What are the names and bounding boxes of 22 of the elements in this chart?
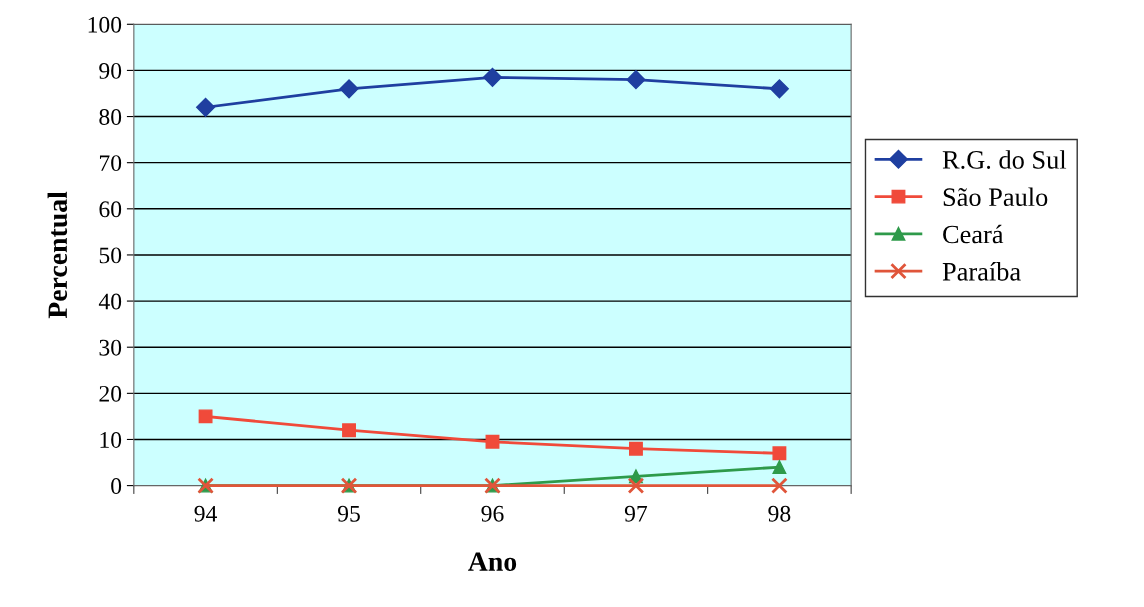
legend-label: Paraíba — [942, 262, 1021, 281]
y-tick-label: 80 — [99, 109, 122, 125]
y-tick-label: 60 — [99, 201, 122, 218]
y-tick-label: 100 — [88, 16, 122, 33]
legend-label: São Paulo — [943, 187, 1048, 207]
legend-label: R.G. do Sul — [942, 150, 1067, 169]
y-tick-label: 40 — [98, 293, 122, 310]
x-tick-label: 97 — [624, 505, 648, 522]
x-axis-title: Ano — [468, 552, 517, 572]
y-tick-label: 30 — [99, 339, 122, 356]
x-tick-label: 94 — [194, 505, 218, 522]
x-tick-label: 98 — [768, 505, 791, 522]
y-tick-label: 90 — [99, 62, 122, 79]
y-axis-title: Percentual — [47, 191, 68, 319]
y-tick-label: 20 — [99, 385, 122, 402]
y-tick-label: 70 — [99, 155, 122, 172]
y-tick-label: 10 — [100, 431, 122, 448]
x-tick-label: 95 — [337, 505, 360, 522]
y-tick-label: 50 — [99, 247, 122, 264]
x-tick-label: 96 — [481, 505, 504, 522]
y-tick-label: 0 — [111, 478, 122, 495]
legend-label: Ceará — [943, 224, 1004, 244]
